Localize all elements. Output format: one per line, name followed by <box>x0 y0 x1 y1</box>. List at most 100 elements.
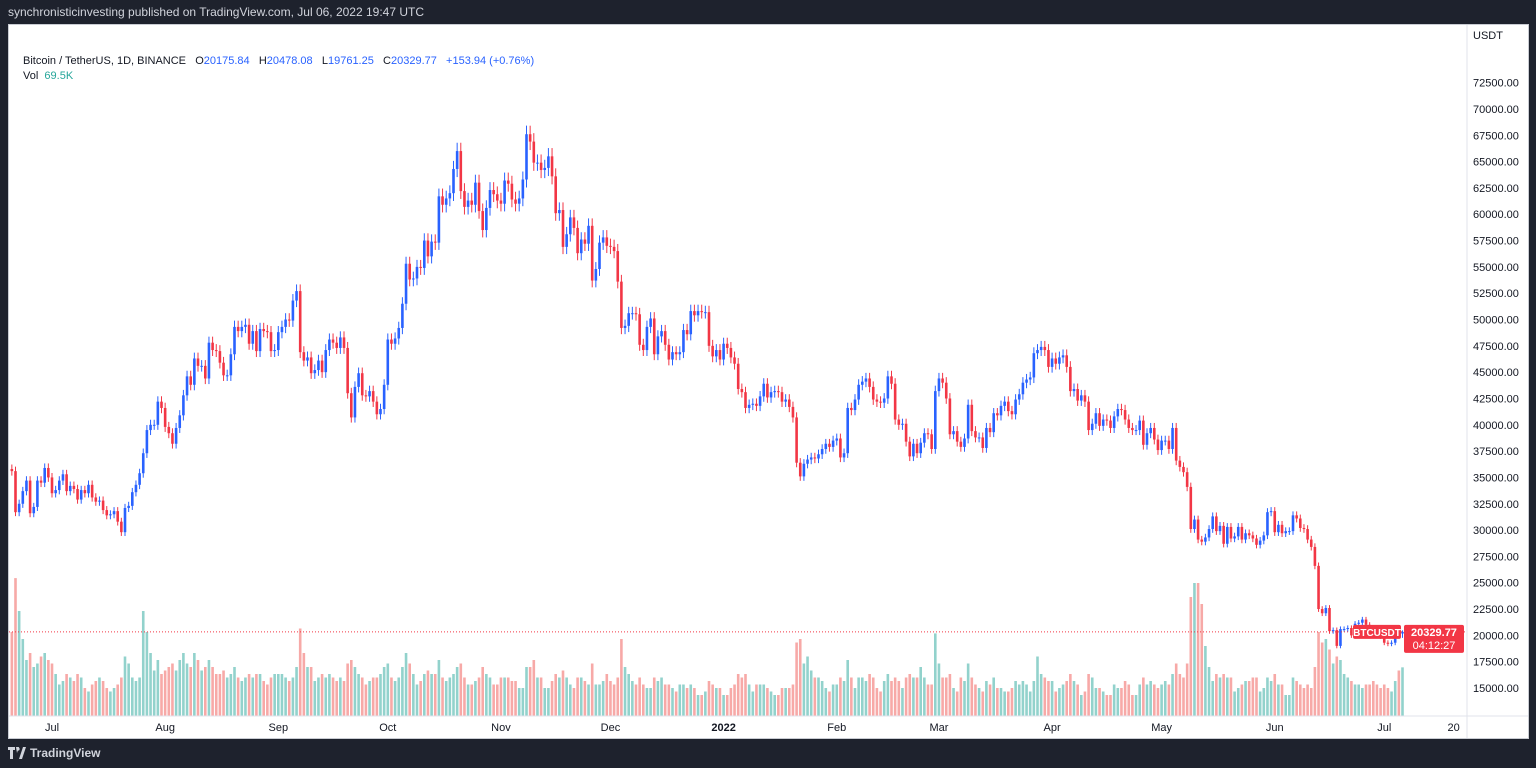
volume-bar <box>1025 684 1028 716</box>
volume-bar <box>1379 688 1382 716</box>
volume-bar <box>941 677 944 716</box>
volume-bar <box>587 684 590 716</box>
volume-bar <box>229 674 233 716</box>
volume-bar <box>674 691 678 716</box>
candle-body <box>112 511 116 515</box>
volume-bar <box>1014 681 1017 716</box>
volume-bar <box>1266 677 1269 716</box>
volume-bar <box>1196 583 1200 716</box>
candle-body <box>1299 518 1302 528</box>
candle-body <box>1280 524 1284 534</box>
volume-bar <box>496 684 499 716</box>
candle-body <box>196 358 200 366</box>
symbol-title[interactable]: Bitcoin / TetherUS, 1D, BINANCE <box>23 55 187 67</box>
volume-bar <box>1288 695 1291 716</box>
candle-body <box>485 207 488 231</box>
candle-body <box>1178 460 1182 467</box>
candle-body <box>769 392 773 398</box>
candle-body <box>875 399 879 402</box>
volume-bar <box>791 684 795 716</box>
candle-body <box>229 354 233 376</box>
time-tick-label: Dec <box>601 722 621 734</box>
volume-bar <box>448 677 452 716</box>
volume-bar <box>1218 677 1222 716</box>
candle-body <box>1047 350 1050 367</box>
candle-body <box>740 389 744 393</box>
volume-bar <box>200 670 203 716</box>
candle-body <box>371 391 375 402</box>
candle-body <box>58 480 61 491</box>
candle-body <box>313 370 317 374</box>
volume-bar <box>802 663 806 716</box>
time-tick-label: Sep <box>269 722 289 734</box>
volume-bar <box>481 667 484 716</box>
volume-bar <box>109 691 112 716</box>
price-tick-label: 45000.00 <box>1473 367 1519 379</box>
volume-bar <box>503 677 506 716</box>
volume-bar <box>671 688 674 716</box>
volume-bar <box>733 684 736 716</box>
volume-bar <box>182 653 185 716</box>
volume-bar <box>1335 656 1339 716</box>
candle-body <box>266 331 269 333</box>
candle-body <box>550 156 554 177</box>
volume-bar <box>839 677 842 716</box>
candle-body <box>1142 420 1145 445</box>
volume-bar <box>17 611 21 716</box>
time-tick-label: Nov <box>491 722 511 734</box>
volume-bar <box>32 667 36 716</box>
candle-body <box>218 351 222 363</box>
time-tick-label: Feb <box>827 722 846 734</box>
candle-body <box>543 167 547 171</box>
candle-body <box>1189 486 1193 530</box>
volume-bar <box>47 660 50 716</box>
volume-bar <box>1350 681 1353 716</box>
volume-bar <box>609 681 612 716</box>
volume-bar <box>306 667 309 716</box>
low-value: 19761.25 <box>327 55 374 67</box>
tradingview-logo[interactable]: TradingView <box>8 746 100 760</box>
candle-body <box>747 404 751 408</box>
candle-body <box>788 399 791 407</box>
candle-body <box>554 176 557 214</box>
candle-body <box>182 395 185 416</box>
time-axis[interactable]: Jul Aug Sep Oct Nov Dec 2022 Feb Mar Apr May Jun Jul… <box>45 722 1460 734</box>
publish-info: synchronisticinvesting published on Trad… <box>8 5 425 19</box>
candle-body <box>76 489 79 500</box>
price-chart[interactable]: USDT 15000.00 17500.00 20000.00 22500.00 2500… <box>9 25 1528 738</box>
volume-bar <box>667 684 671 716</box>
candle-body <box>1193 519 1196 530</box>
volume-bar <box>1109 695 1112 716</box>
price-tick-label: 57500.00 <box>1473 236 1519 248</box>
candle-body <box>433 241 437 243</box>
volume-bar <box>485 674 488 716</box>
candle-body <box>846 407 849 454</box>
candle-body <box>1324 607 1328 614</box>
candle-body <box>178 415 182 428</box>
volume-bar <box>923 677 926 716</box>
volume-bar <box>426 670 430 716</box>
candle-body <box>273 350 276 352</box>
volume-bar <box>470 684 474 716</box>
volume-bar <box>1065 681 1068 716</box>
candle-body <box>1069 366 1072 392</box>
candle-body <box>375 401 379 415</box>
volume-bar <box>193 653 196 716</box>
candle-body <box>474 182 477 205</box>
candle-body <box>1226 526 1229 544</box>
volume-bar <box>766 688 769 716</box>
volume-bar <box>1357 684 1360 716</box>
candle-body <box>974 431 977 438</box>
candle-body <box>1331 630 1335 632</box>
candle-body <box>10 469 14 472</box>
candle-body <box>609 245 612 247</box>
volume-label[interactable]: Vol <box>23 70 39 82</box>
candle-body <box>1357 622 1360 624</box>
candle-body <box>948 398 952 435</box>
candle-body <box>1017 394 1021 400</box>
price-axis[interactable]: USDT 15000.00 17500.00 20000.00 22500.00 2500… <box>1473 30 1519 695</box>
volume-bar <box>1240 684 1244 716</box>
volume-bar <box>1010 688 1014 716</box>
volume-bar <box>959 677 963 716</box>
volume-bar <box>364 684 368 716</box>
